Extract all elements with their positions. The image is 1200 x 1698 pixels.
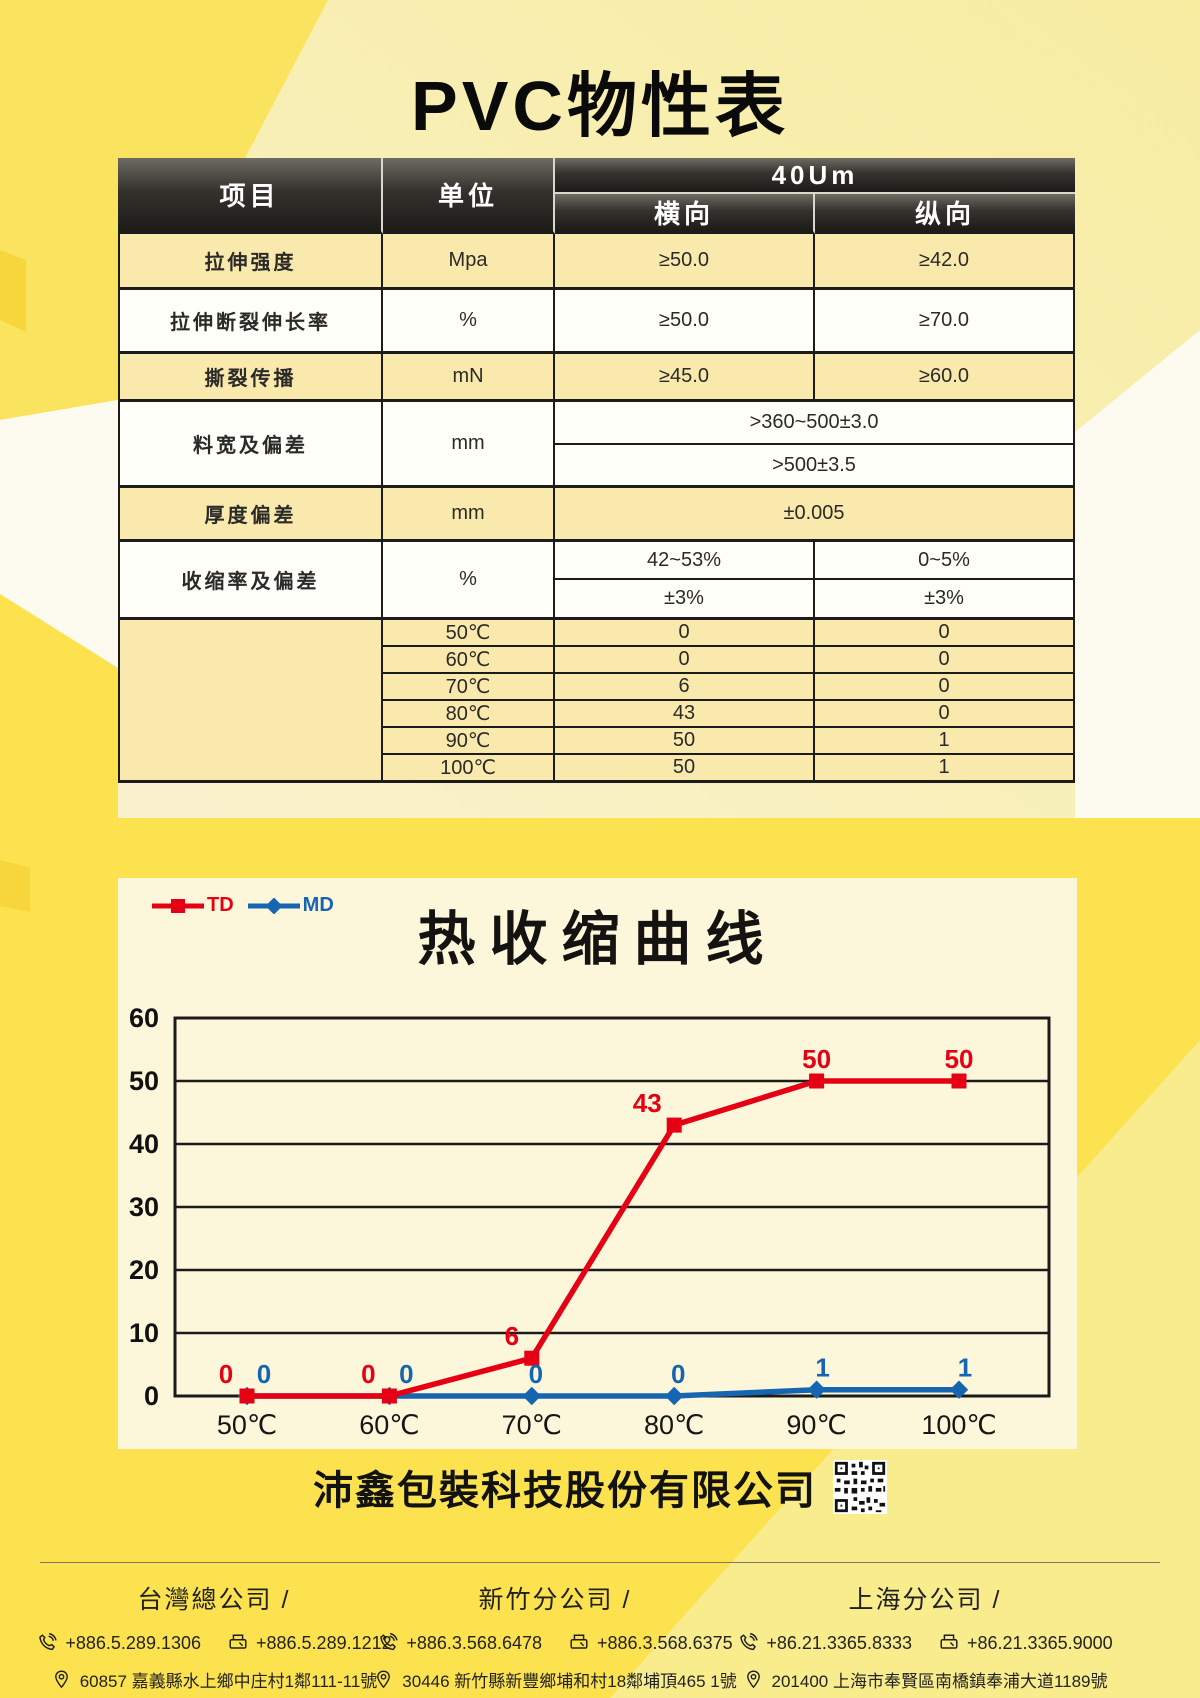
table-row: 70℃ 6 0 (118, 674, 1076, 701)
svg-text:1: 1 (958, 1353, 972, 1383)
table-row: 拉伸断裂伸长率 % ≥50.0 ≥70.0 (118, 290, 1076, 354)
heat-shrink-chart-panel: TD MD 热收缩曲线 0 10 20 30 40 50 60 50℃ 60℃ 70℃ 80℃ 90℃… (118, 878, 1077, 1449)
svg-text:6: 6 (505, 1321, 519, 1351)
table-row: 撕裂传播 mN ≥45.0 ≥60.0 (118, 354, 1076, 402)
phone-contact: +886.5.289.1306 (36, 1632, 201, 1654)
footer-divider (40, 1562, 1160, 1563)
svg-text:10: 10 (129, 1318, 159, 1348)
legend-label-td: TD (207, 894, 234, 916)
office-address: 30446 新竹縣新豐鄉埔和村18鄰埔頂465 1號 (402, 1672, 737, 1691)
page-title: PVC物性表 (411, 67, 789, 145)
table-row: 料宽及偏差 mm >360~500±3.0 (118, 402, 1076, 488)
table-row: 100℃ 50 1 (118, 755, 1076, 783)
office-shanghai: 上海分公司 / +86.21.3365.8333 +86.21.3365.900… (740, 1580, 1113, 1692)
table-row: 拉伸强度 Mpa ≥50.0 ≥42.0 (118, 234, 1076, 290)
header-longitudinal: 纵向 (815, 194, 1076, 234)
phone-number: +86.21.3365.8333 (766, 1632, 912, 1653)
legend-item-td: TD (152, 894, 234, 917)
svg-text:0: 0 (361, 1359, 375, 1389)
svg-text:20: 20 (129, 1255, 159, 1285)
phone-icon (380, 1632, 398, 1651)
table-row: 50℃ 0 0 (118, 620, 1076, 783)
svg-text:50: 50 (945, 1044, 974, 1074)
company-name: 沛鑫包裝科技股份有限公司 (313, 1469, 817, 1513)
header-item: 项目 (118, 158, 383, 234)
svg-text:0: 0 (144, 1381, 159, 1411)
pvc-properties-table: 项目 单位 40Um 横向 纵向 拉伸强度 Mpa ≥50.0 ≥42.0 拉伸… (118, 158, 1076, 783)
svg-text:70℃: 70℃ (502, 1410, 562, 1440)
company-row: 沛鑫包裝科技股份有限公司 (0, 1458, 1200, 1516)
table-row: 60℃ 0 0 (118, 647, 1076, 674)
phone-number: +886.5.289.1306 (65, 1632, 201, 1653)
svg-text:60: 60 (129, 1006, 159, 1033)
fax-number: +886.5.289.1212 (256, 1632, 392, 1653)
svg-text:50: 50 (129, 1066, 159, 1096)
svg-text:1: 1 (815, 1353, 829, 1383)
svg-text:43: 43 (633, 1088, 662, 1118)
office-name: 新竹分公司 / (478, 1586, 632, 1614)
svg-text:80℃: 80℃ (644, 1410, 704, 1440)
fax-contact: +886.5.289.1212 (227, 1632, 392, 1654)
table-row: ±3% ±3% (118, 580, 1076, 620)
properties-table-wrap: 项目 单位 40Um 横向 纵向 拉伸强度 Mpa ≥50.0 ≥42.0 拉伸… (118, 158, 1076, 783)
svg-text:50℃: 50℃ (217, 1410, 277, 1440)
table-row: 收缩率及偏差 % 42~53% 0~5% (118, 542, 1076, 620)
office-name: 台灣總公司 / (137, 1586, 291, 1614)
fax-icon (570, 1634, 588, 1649)
header-thickness-group: 40Um (555, 158, 1076, 194)
empty-item-cell (118, 620, 383, 783)
phone-contact: +886.3.568.6478 (377, 1632, 542, 1654)
phone-number: +886.3.568.6478 (406, 1632, 542, 1653)
address-row: 60857 嘉義縣水上鄉中庄村1鄰111-11號 (24, 1667, 404, 1692)
office-address: 60857 嘉義縣水上鄉中庄村1鄰111-11號 (79, 1672, 378, 1691)
location-pin-icon (54, 1670, 68, 1689)
office-address: 201400 上海市奉賢區南橋鎮奉浦大道1189號 (771, 1672, 1108, 1691)
svg-text:40: 40 (129, 1129, 159, 1159)
phone-contact: +86.21.3365.8333 (737, 1632, 912, 1654)
svg-text:0: 0 (671, 1359, 685, 1389)
svg-text:0: 0 (529, 1359, 543, 1389)
table-row: 90℃ 50 1 (118, 728, 1076, 755)
fax-number: +886.3.568.6375 (597, 1632, 733, 1653)
chart-title: 热收缩曲线 (417, 907, 778, 972)
table-row: 厚度偏差 mm ±0.005 (118, 488, 1076, 542)
svg-text:0: 0 (399, 1359, 413, 1389)
phone-icon (740, 1632, 758, 1651)
fax-icon (229, 1634, 247, 1649)
location-pin-icon (377, 1670, 391, 1689)
td-line-swatch (152, 898, 204, 913)
fax-contact: +886.3.568.6375 (568, 1632, 733, 1654)
fax-number: +86.21.3365.9000 (967, 1632, 1113, 1653)
phone-icon (39, 1632, 57, 1651)
table-row: >500±3.5 (118, 445, 1076, 488)
fax-icon (940, 1634, 958, 1649)
location-pin-icon (746, 1670, 760, 1689)
legend-item-md: MD (247, 894, 334, 917)
svg-text:60℃: 60℃ (359, 1410, 419, 1440)
svg-text:100℃: 100℃ (921, 1410, 996, 1440)
office-taiwan: 台灣總公司 / +886.5.289.1306 +886.5.289.1212 (24, 1580, 404, 1692)
svg-text:0: 0 (257, 1359, 271, 1389)
header-transverse: 横向 (555, 194, 815, 234)
qr-code (833, 1460, 887, 1514)
svg-text:30: 30 (129, 1192, 159, 1222)
legend-label-md: MD (302, 894, 334, 916)
office-hsinchu: 新竹分公司 / +886.3.568.6478 +886.3.568.6375 (377, 1580, 737, 1692)
table-row: 80℃ 43 0 (118, 701, 1076, 728)
svg-text:90℃: 90℃ (786, 1410, 846, 1440)
fax-contact: +86.21.3365.9000 (938, 1632, 1113, 1654)
svg-text:0: 0 (219, 1359, 233, 1389)
address-row: 30446 新竹縣新豐鄉埔和村18鄰埔頂465 1號 (377, 1667, 737, 1692)
office-name: 上海分公司 / (848, 1586, 1002, 1614)
md-line-swatch (247, 897, 300, 914)
chart-legend: TD MD (152, 894, 334, 917)
svg-text:50: 50 (802, 1044, 831, 1074)
address-row: 201400 上海市奉賢區南橋鎮奉浦大道1189號 (745, 1667, 1108, 1692)
header-unit: 单位 (383, 158, 555, 234)
